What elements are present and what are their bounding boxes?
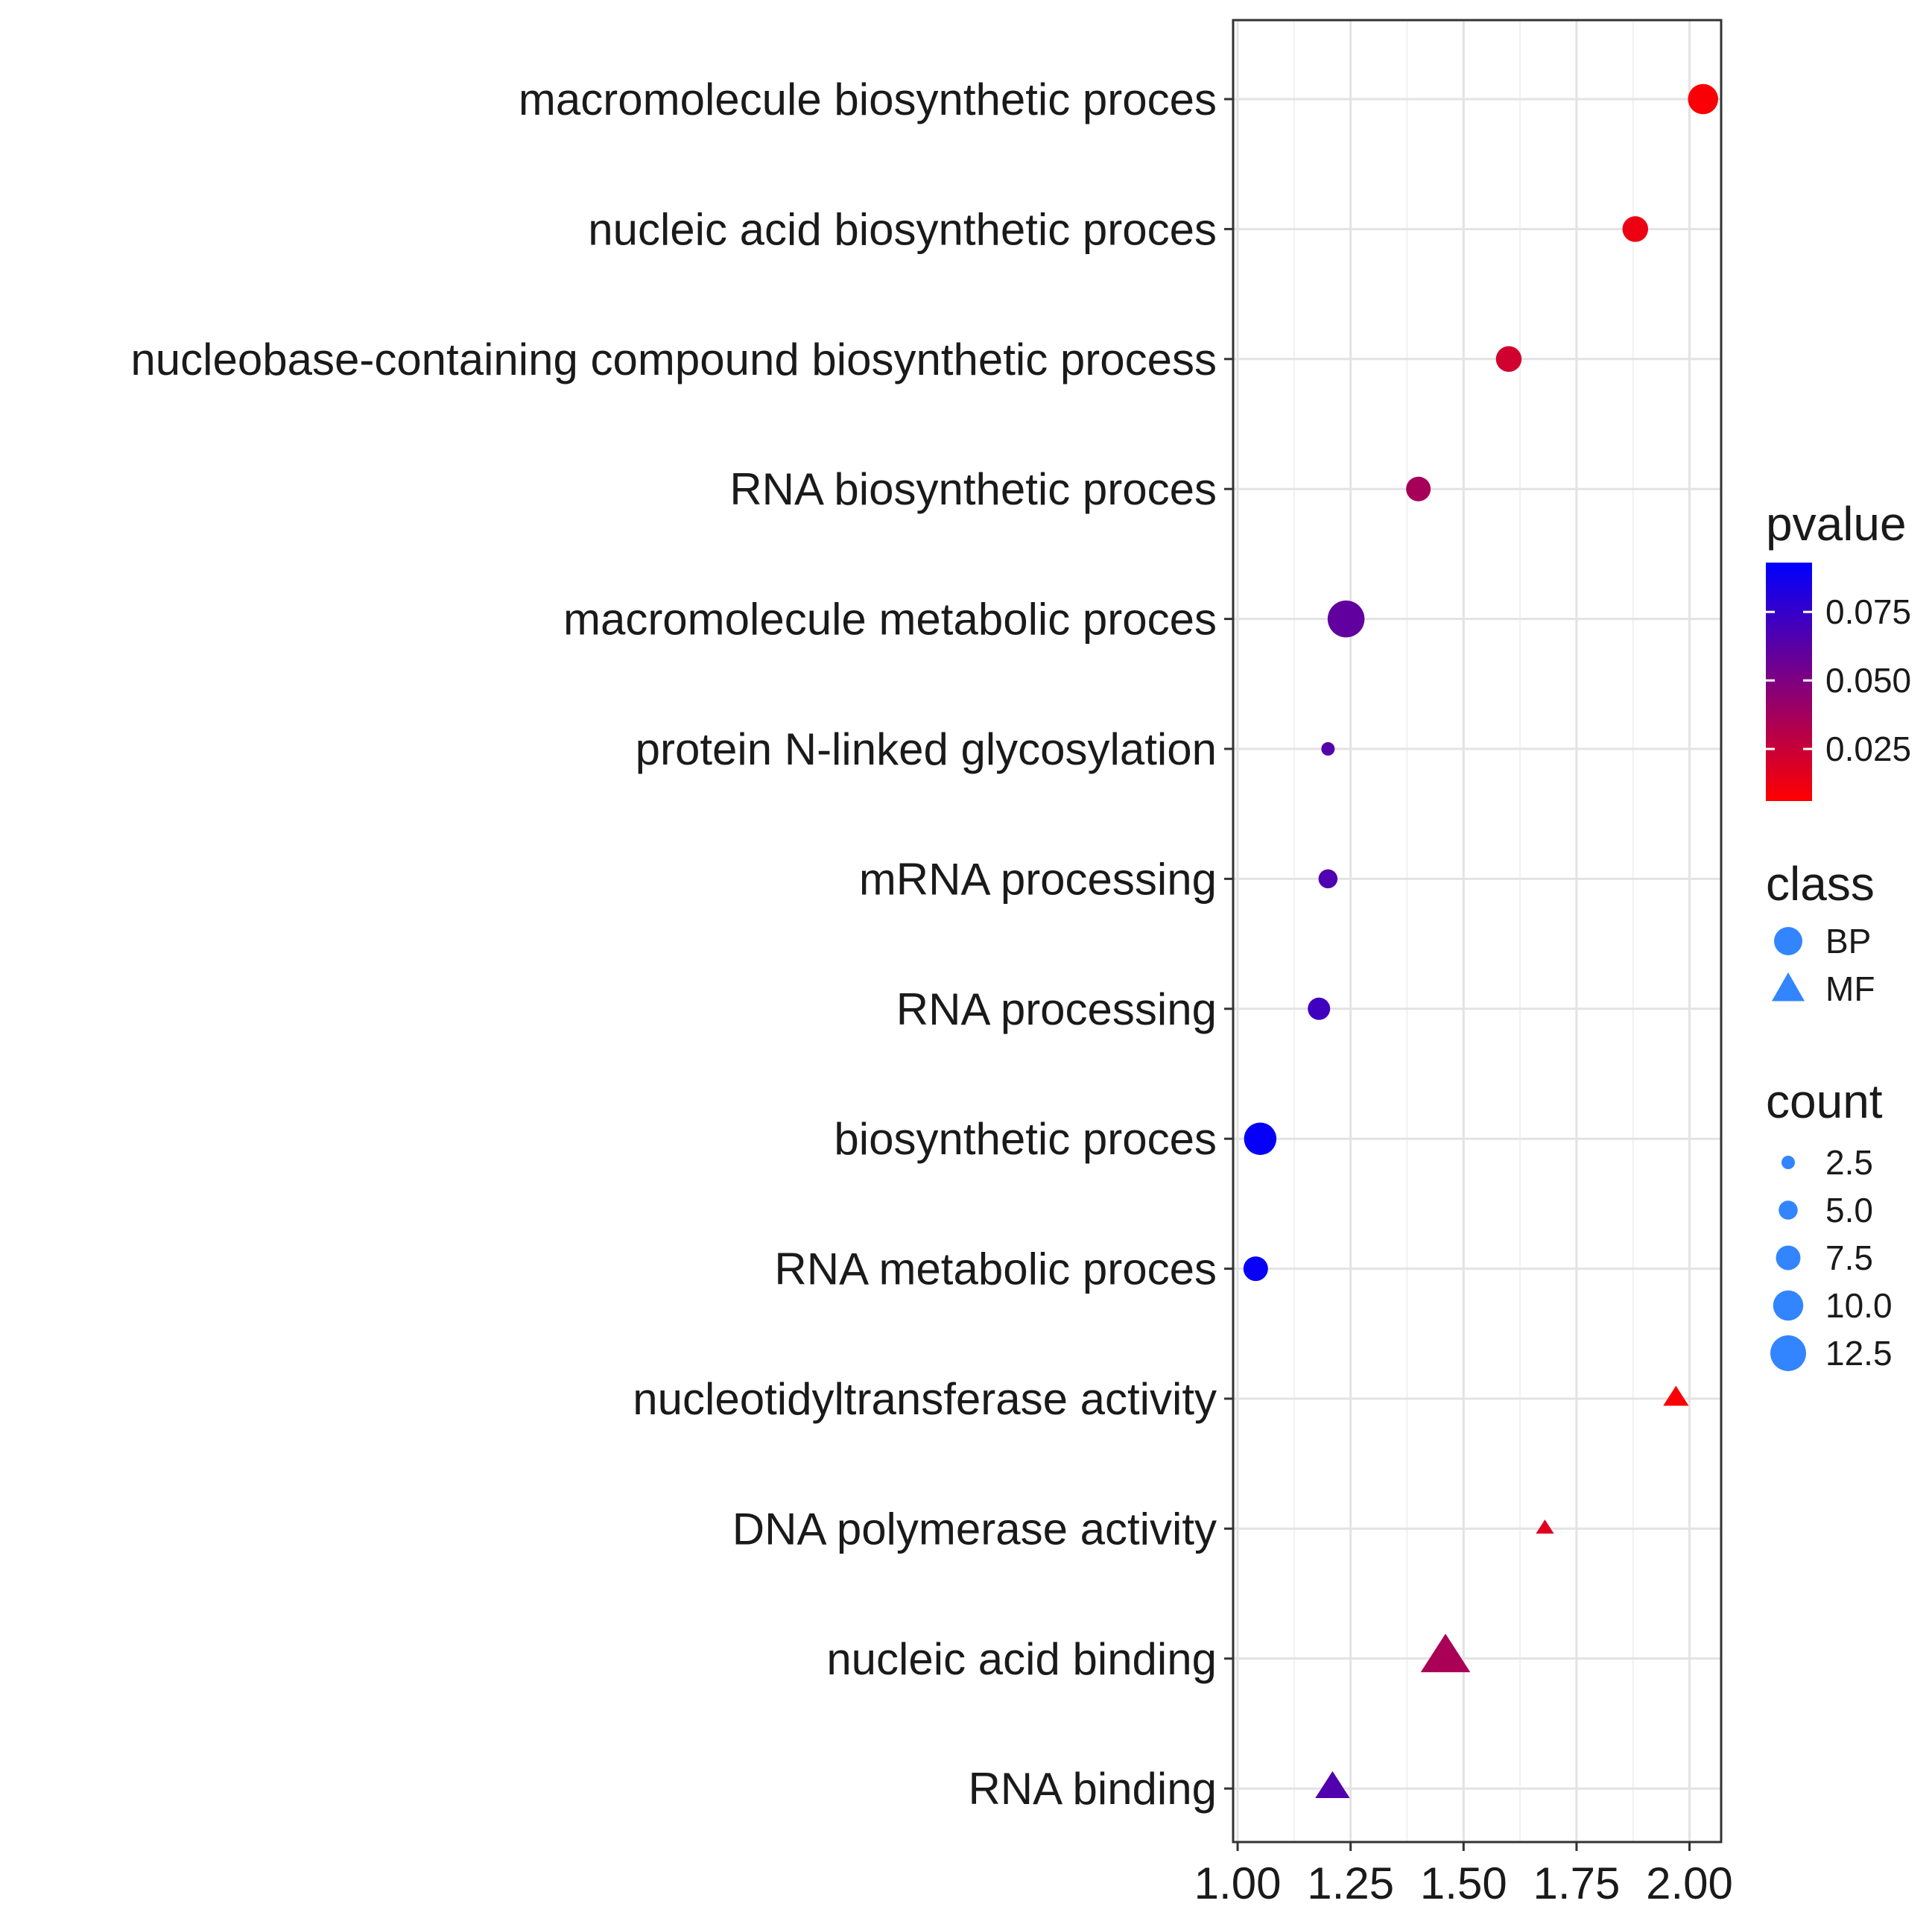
y-tick-label: RNA binding <box>968 1764 1217 1814</box>
x-tick-label: 1.25 <box>1307 1858 1394 1908</box>
legend-label-count: 5.0 <box>1825 1191 1873 1230</box>
data-point-circle <box>1406 476 1431 501</box>
data-point-circle <box>1244 1122 1277 1155</box>
y-tick-label: nucleobase-containing compound biosynthe… <box>130 335 1217 385</box>
y-tick-label: mRNA processing <box>859 854 1217 904</box>
y-tick-label: protein N-linked glycosylation <box>636 724 1217 774</box>
legend-key-size <box>1779 1200 1798 1220</box>
x-tick-label: 1.50 <box>1420 1858 1507 1908</box>
data-point-circle <box>1327 600 1365 638</box>
panel-border <box>1232 19 1723 1844</box>
colorbar-tick-label: 0.025 <box>1825 730 1911 768</box>
data-point-triangle <box>1420 1633 1471 1673</box>
data-point-triangle <box>1663 1385 1689 1406</box>
y-tick-label: RNA metabolic proces <box>774 1244 1217 1294</box>
x-tick-label: 1.00 <box>1194 1858 1282 1908</box>
data-point-circle <box>1318 869 1338 889</box>
pvalue-colorbar <box>1766 563 1812 801</box>
legend-label-count: 2.5 <box>1825 1143 1873 1182</box>
legend-key-triangle <box>1772 972 1805 1001</box>
legend-key-size <box>1781 1156 1795 1169</box>
data-point-circle <box>1495 346 1522 373</box>
x-tick-label: 1.75 <box>1533 1858 1621 1908</box>
plot-panel <box>1233 20 1721 1842</box>
y-tick-label: nucleic acid biosynthetic proces <box>588 204 1217 254</box>
x-tick-label: 2.00 <box>1646 1858 1733 1908</box>
colorbar-tick-label: 0.075 <box>1825 592 1911 631</box>
y-tick-label: macromolecule biosynthetic proces <box>519 75 1217 124</box>
legend-key-size <box>1776 1245 1801 1270</box>
y-tick-label: RNA processing <box>896 984 1217 1034</box>
legend-title-class: class <box>1766 857 1875 911</box>
data-point-circle <box>1622 216 1649 242</box>
legend-title-count: count <box>1766 1075 1883 1128</box>
y-tick-label: nucleotidyltransferase activity <box>633 1374 1217 1424</box>
legend-label-class: BP <box>1825 922 1871 961</box>
y-tick-label: biosynthetic proces <box>834 1114 1217 1164</box>
y-tick-label: macromolecule metabolic proces <box>563 595 1217 645</box>
data-point-circle <box>1688 83 1718 115</box>
data-point-circle <box>1321 742 1335 756</box>
legend-key-size <box>1773 1290 1804 1321</box>
data-point-triangle <box>1315 1770 1350 1799</box>
legend-title-pvalue: pvalue <box>1766 497 1907 551</box>
legend-label-count: 10.0 <box>1825 1286 1893 1325</box>
legend-label-count: 7.5 <box>1825 1238 1873 1277</box>
legend-label-class: MF <box>1825 969 1875 1008</box>
legend-key-size <box>1770 1335 1806 1371</box>
legend-label-count: 12.5 <box>1825 1334 1893 1373</box>
data-point-triangle <box>1536 1519 1554 1534</box>
data-point-circle <box>1243 1256 1268 1282</box>
y-tick-label: DNA polymerase activity <box>732 1504 1217 1554</box>
colorbar-tick-label: 0.050 <box>1825 661 1911 700</box>
data-point-circle <box>1308 997 1331 1020</box>
y-tick-label: RNA biosynthetic proces <box>729 464 1217 514</box>
legend-key-circle <box>1774 927 1802 955</box>
y-tick-label: nucleic acid binding <box>826 1634 1217 1684</box>
